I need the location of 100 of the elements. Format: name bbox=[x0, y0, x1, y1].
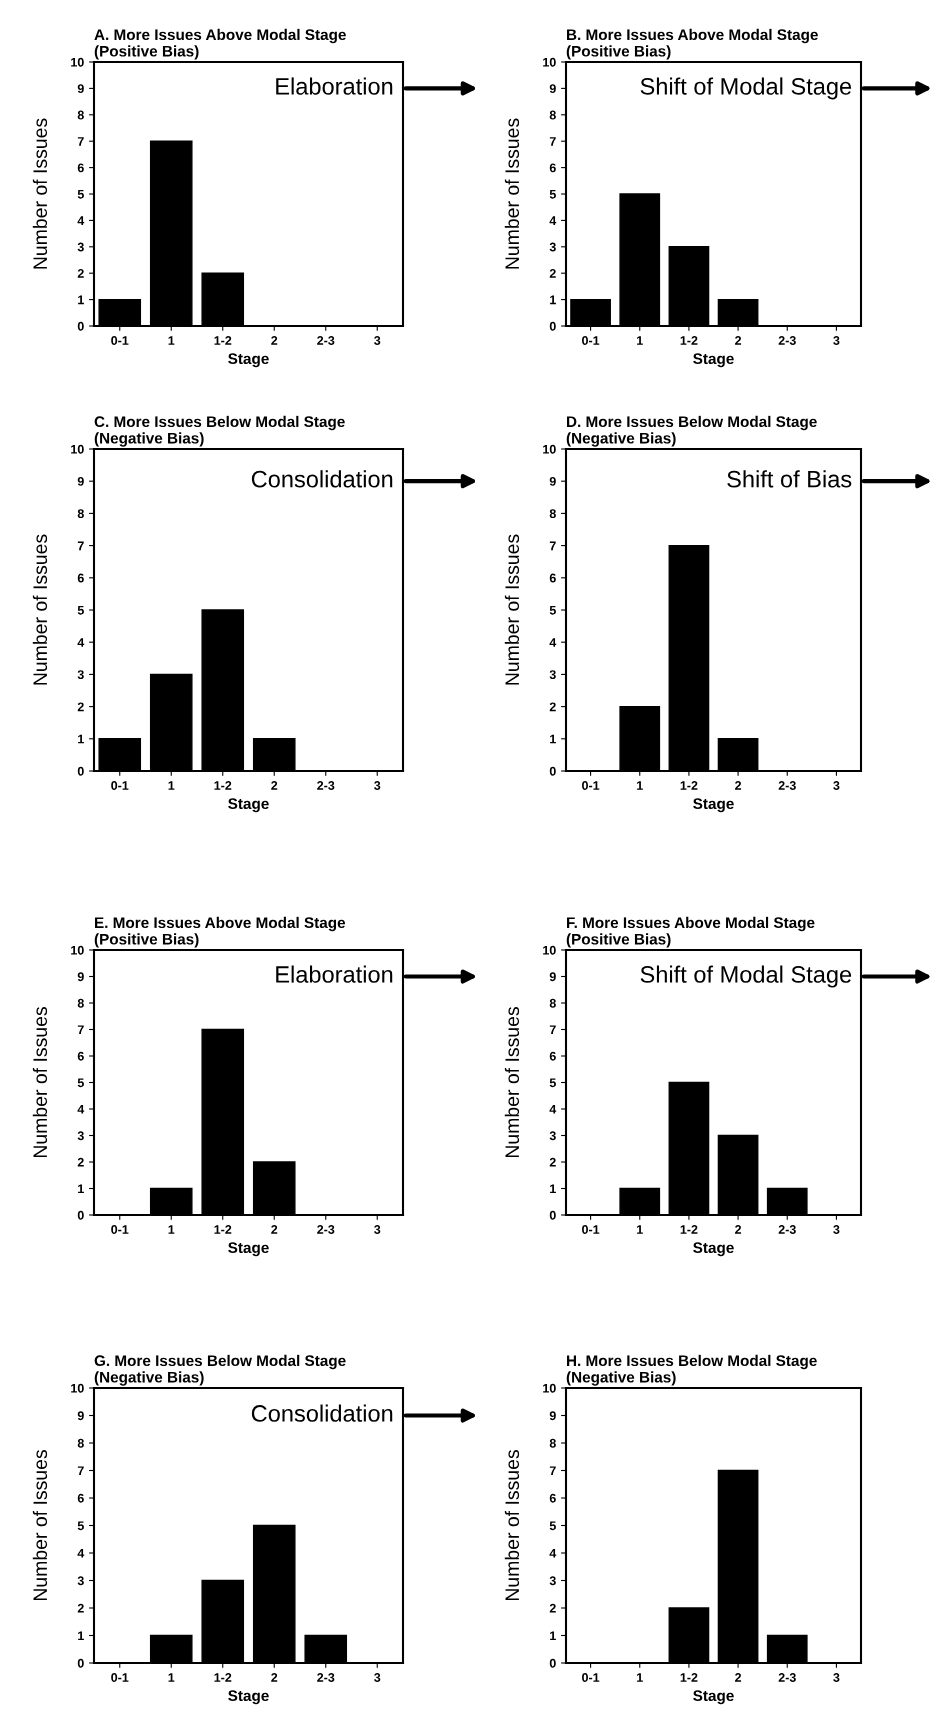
y-tick-label: 0 bbox=[549, 766, 556, 776]
y-tick-label: 7 bbox=[549, 137, 556, 146]
x-tick-label: 2-3 bbox=[778, 1225, 796, 1234]
x-tick-label: 1 bbox=[168, 1673, 175, 1682]
x-tick-label: 2 bbox=[735, 1673, 742, 1682]
y-tick-label: 7 bbox=[549, 1466, 556, 1476]
y-tick-label: 0 bbox=[77, 1210, 84, 1220]
x-tick-label: 1 bbox=[637, 336, 643, 345]
y-tick-label: 2 bbox=[77, 269, 84, 278]
y-tick-label: 4 bbox=[77, 638, 85, 647]
y-tick-label: 9 bbox=[549, 477, 556, 486]
x-tick-label: 1-2 bbox=[214, 1225, 232, 1234]
y-tick-label: 5 bbox=[77, 189, 84, 199]
x-tick-label: 0-1 bbox=[582, 336, 600, 345]
y-tick-label: 1 bbox=[550, 1184, 556, 1194]
y-tick-label: 8 bbox=[77, 998, 84, 1008]
y-tick-label: 7 bbox=[77, 1025, 84, 1035]
y-tick-label: 9 bbox=[549, 972, 556, 982]
y-tick-label: 4 bbox=[549, 216, 557, 225]
x-tick-label: 0-1 bbox=[582, 1225, 600, 1234]
x-tick-label: 2-3 bbox=[317, 781, 335, 790]
y-tick-label: 2 bbox=[549, 1603, 556, 1613]
y-axis-title: Number of Issues bbox=[504, 1450, 520, 1601]
x-tick-label: 3 bbox=[833, 1673, 840, 1682]
y-tick-label: 3 bbox=[549, 1131, 556, 1141]
chart-title: H. More Issues Below Modal Stage (Negative Bias) bbox=[566, 1354, 817, 1386]
y-tick-label: 8 bbox=[77, 110, 84, 120]
y-tick-label: 3 bbox=[549, 670, 556, 680]
y-tick-label: 5 bbox=[549, 1521, 556, 1531]
y-tick-label: 1 bbox=[550, 295, 556, 305]
y-tick-label: 0 bbox=[549, 321, 556, 331]
x-tick-label: 0-1 bbox=[111, 1673, 129, 1682]
y-tick-label: 10 bbox=[71, 444, 84, 454]
y-tick-label: 1 bbox=[78, 1184, 84, 1194]
x-axis-title: Stage bbox=[228, 1242, 269, 1257]
x-tick-label: 1-2 bbox=[214, 781, 232, 790]
x-tick-label: 1-2 bbox=[680, 781, 698, 790]
y-tick-label: 9 bbox=[77, 1411, 84, 1421]
x-axis-title: Stage bbox=[228, 1690, 269, 1705]
y-tick-label: 2 bbox=[549, 702, 556, 712]
x-tick-label: 0-1 bbox=[111, 336, 129, 345]
y-tick-label: 8 bbox=[549, 509, 556, 519]
x-tick-label: 1 bbox=[168, 781, 175, 790]
y-tick-label: 0 bbox=[549, 1210, 556, 1220]
y-tick-label: 4 bbox=[77, 1548, 85, 1558]
chart-title: D. More Issues Below Modal Stage (Negative Bias) bbox=[566, 415, 817, 447]
y-tick-label: 1 bbox=[550, 1631, 556, 1641]
y-tick-label: 10 bbox=[543, 945, 556, 955]
y-axis-title: Number of Issues bbox=[504, 534, 520, 685]
x-axis-title: Stage bbox=[228, 353, 269, 368]
x-tick-label: 1 bbox=[168, 336, 175, 345]
y-tick-label: 1 bbox=[550, 734, 556, 744]
y-axis-title: Number of Issues bbox=[32, 118, 48, 269]
x-axis-title: Stage bbox=[693, 798, 734, 813]
y-tick-label: 3 bbox=[77, 1131, 84, 1141]
y-tick-label: 0 bbox=[77, 321, 84, 331]
x-axis-title: Stage bbox=[693, 1242, 734, 1257]
x-tick-label: 3 bbox=[374, 1673, 381, 1682]
y-tick-label: 2 bbox=[77, 1603, 84, 1613]
x-tick-label: 2-3 bbox=[317, 1225, 335, 1234]
y-tick-label: 9 bbox=[549, 1411, 556, 1421]
y-tick-label: 0 bbox=[77, 1658, 84, 1668]
x-tick-label: 1 bbox=[637, 1225, 643, 1234]
x-tick-label: 2 bbox=[735, 781, 742, 790]
x-tick-label: 1 bbox=[637, 781, 643, 790]
chart-title: F. More Issues Above Modal Stage (Positive Bias) bbox=[566, 916, 815, 948]
y-tick-label: 7 bbox=[549, 1025, 556, 1035]
x-tick-label: 2 bbox=[735, 336, 742, 345]
y-tick-label: 7 bbox=[77, 541, 84, 551]
y-tick-label: 8 bbox=[77, 1438, 84, 1448]
y-tick-label: 3 bbox=[77, 670, 84, 680]
y-axis-title: Number of Issues bbox=[504, 1007, 520, 1158]
chart-title: G. More Issues Below Modal Stage (Negative Bias) bbox=[94, 1354, 346, 1386]
y-axis-title: Number of Issues bbox=[504, 118, 520, 269]
y-tick-label: 8 bbox=[77, 509, 84, 519]
x-tick-label: 1-2 bbox=[680, 336, 698, 345]
annotation: Shift of Modal Stage bbox=[640, 77, 852, 100]
x-tick-label: 2 bbox=[271, 336, 278, 345]
y-tick-label: 9 bbox=[77, 84, 84, 94]
x-tick-label: 1-2 bbox=[680, 1673, 698, 1682]
y-tick-label: 5 bbox=[549, 1078, 556, 1088]
annotation: Consolidation bbox=[251, 1404, 393, 1422]
annotation: Shift of Modal Stage bbox=[640, 965, 852, 988]
y-tick-label: 6 bbox=[77, 573, 84, 583]
x-tick-label: 3 bbox=[374, 1225, 381, 1234]
y-tick-label: 3 bbox=[77, 1576, 84, 1586]
y-tick-label: 0 bbox=[549, 1658, 556, 1668]
x-tick-label: 2 bbox=[271, 1225, 278, 1234]
y-tick-label: 10 bbox=[71, 1383, 84, 1393]
y-tick-label: 1 bbox=[78, 1631, 84, 1641]
x-tick-label: 2 bbox=[271, 1673, 278, 1682]
y-tick-label: 4 bbox=[77, 1104, 85, 1114]
y-tick-label: 10 bbox=[71, 57, 84, 67]
y-tick-label: 4 bbox=[77, 216, 85, 225]
annotation: Consolidation bbox=[251, 470, 393, 488]
x-tick-label: 0-1 bbox=[111, 1225, 129, 1234]
chart-title: E. More Issues Above Modal Stage (Positive Bias) bbox=[94, 916, 346, 948]
y-tick-label: 5 bbox=[77, 1078, 84, 1088]
x-tick-label: 2 bbox=[271, 781, 278, 790]
y-tick-label: 7 bbox=[549, 541, 556, 551]
